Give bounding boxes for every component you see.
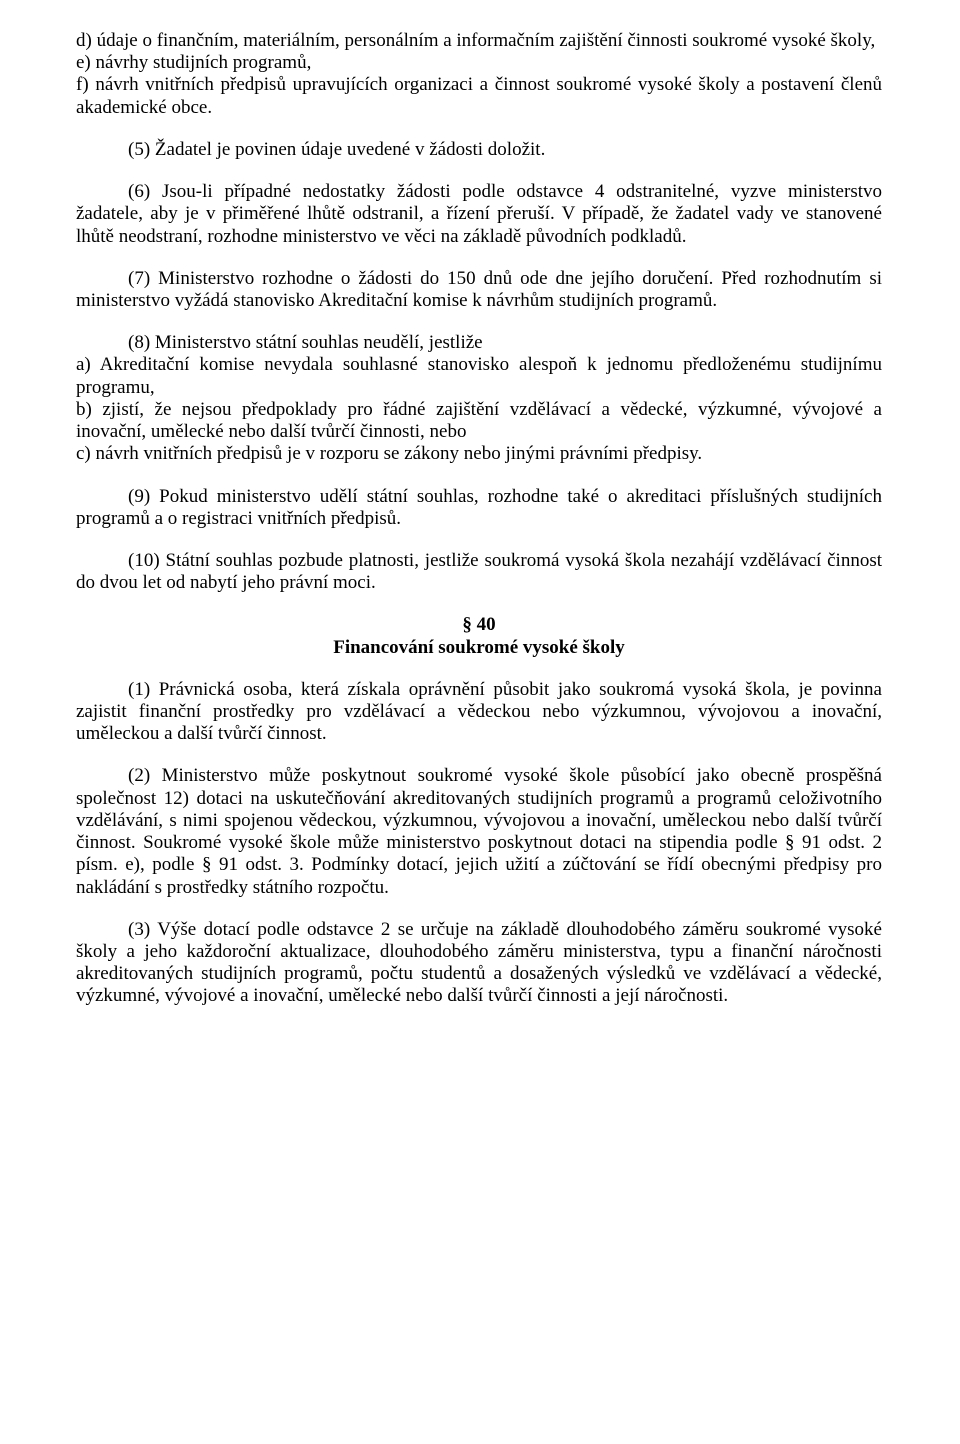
s40-paragraph-3: (3) Výše dotací podle odstavce 2 se urču… <box>76 919 882 1008</box>
paragraph-8: (8) Ministerstvo státní souhlas neudělí,… <box>76 332 882 465</box>
s40-paragraph-1: (1) Právnická osoba, která získala opráv… <box>76 679 882 746</box>
s40-paragraph-2: (2) Ministerstvo může poskytnout soukrom… <box>76 765 882 898</box>
section-number: § 40 <box>76 614 882 636</box>
document-page: d) údaje o finančním, materiálním, perso… <box>0 0 960 1058</box>
paragraph-6: (6) Jsou-li případné nedostatky žádosti … <box>76 181 882 248</box>
paragraph-5: (5) Žadatel je povinen údaje uvedené v ž… <box>76 139 882 161</box>
section-40-heading: § 40 Financování soukromé vysoké školy <box>76 614 882 658</box>
section-title: Financování soukromé vysoké školy <box>76 637 882 659</box>
paragraph-9: (9) Pokud ministerstvo udělí státní souh… <box>76 486 882 530</box>
paragraph-7: (7) Ministerstvo rozhodne o žádosti do 1… <box>76 268 882 312</box>
paragraph-10: (10) Státní souhlas pozbude platnosti, j… <box>76 550 882 594</box>
paragraph-d-f: d) údaje o finančním, materiálním, perso… <box>76 30 882 119</box>
